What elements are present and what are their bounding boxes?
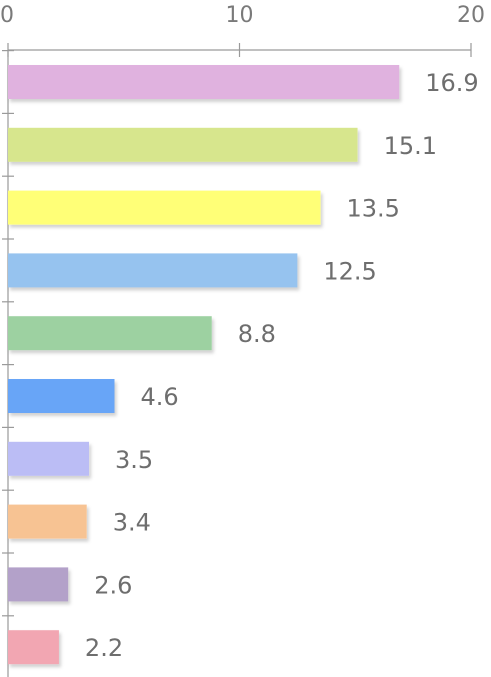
bar xyxy=(8,630,59,665)
bar xyxy=(8,253,298,288)
bars xyxy=(8,65,400,665)
x-tick-label: 0 xyxy=(0,3,14,28)
bar xyxy=(8,379,115,413)
data-labels: 16.9 15.1 13.5 12.5 8.8 4.6 3.5 3.4 2.6 2.2 xyxy=(85,69,479,662)
bar-value-label: 4.6 xyxy=(140,383,178,411)
bar-value-label: 3.5 xyxy=(115,446,153,474)
bar-value-label: 15.1 xyxy=(384,132,437,160)
bar xyxy=(8,190,321,225)
bar-value-label: 13.5 xyxy=(347,195,400,223)
bar-value-label: 8.8 xyxy=(238,320,276,348)
bar xyxy=(8,567,69,602)
x-tick-label: 20 xyxy=(457,3,485,28)
bar-value-label: 2.2 xyxy=(85,634,123,662)
bar xyxy=(8,65,400,99)
bar-value-label: 2.6 xyxy=(94,571,132,599)
bar-value-label: 16.9 xyxy=(425,69,478,97)
bar-value-label: 3.4 xyxy=(113,509,151,537)
x-tick-label: 10 xyxy=(226,3,254,28)
bar-value-label: 12.5 xyxy=(323,257,376,285)
bar xyxy=(8,441,90,476)
bar xyxy=(8,504,87,539)
bar xyxy=(8,127,358,162)
bar xyxy=(8,316,212,351)
